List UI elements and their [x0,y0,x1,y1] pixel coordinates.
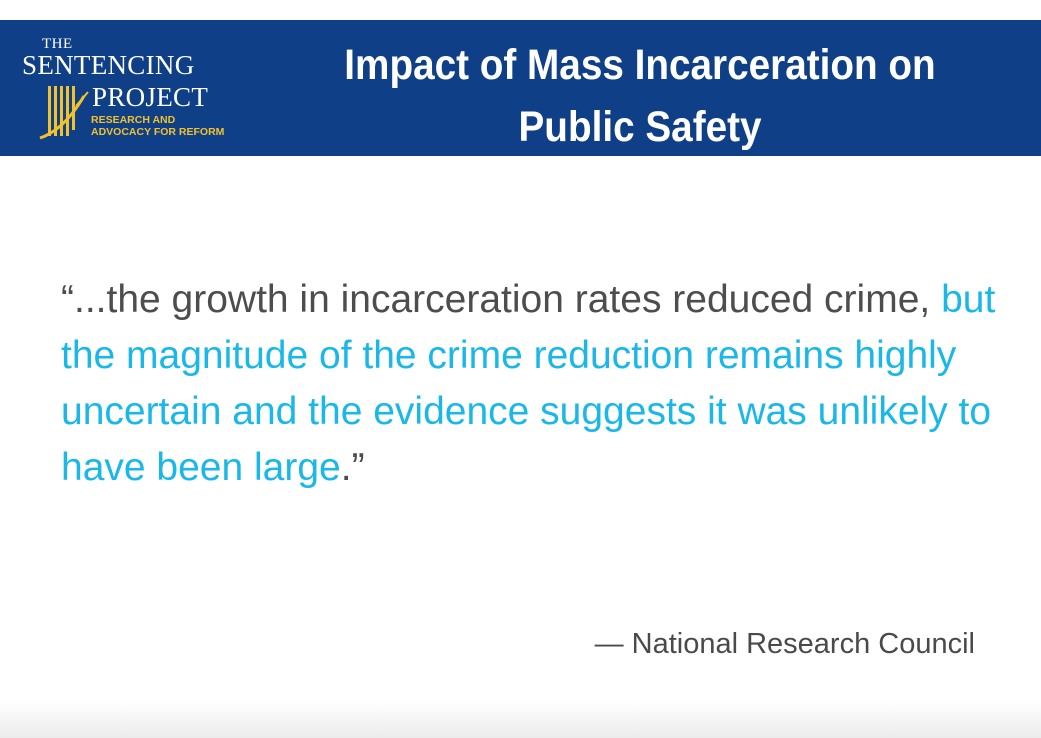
logo-tagline-line1: RESEARCH AND [91,114,176,126]
slide-title-line1: Impact of Mass Incarceration on [344,41,936,89]
quote-highlighted: but the magnitude of the crime reduction… [61,278,996,489]
logo-tagline: RESEARCH AND ADVOCACY FOR REFORM [91,114,224,138]
quote-attribution: — National Research Council [594,628,975,660]
quote-plain-start: “...the growth in incarceration rates re… [61,278,942,321]
slide-title-line2: Public Safety [518,103,762,151]
top-margin [0,0,1041,20]
logo-project: PROJECT [92,82,209,112]
pillars-emblem-icon [39,86,89,140]
header-band [0,20,1041,156]
quote-plain-end: .” [340,446,365,489]
logo-tagline-line2: ADVOCACY FOR REFORM [91,126,225,138]
logo-sentencing: SENTENCING [22,50,195,80]
sentencing-project-logo: THE SENTENCING PROJECT RESEARCH AND ADVO… [18,34,248,146]
bottom-edge [0,700,1041,738]
slide-title: Impact of Mass Incarceration on Public S… [334,34,946,158]
quote-text: “...the growth in incarceration rates re… [61,272,1001,496]
logo-the: THE [42,36,73,52]
